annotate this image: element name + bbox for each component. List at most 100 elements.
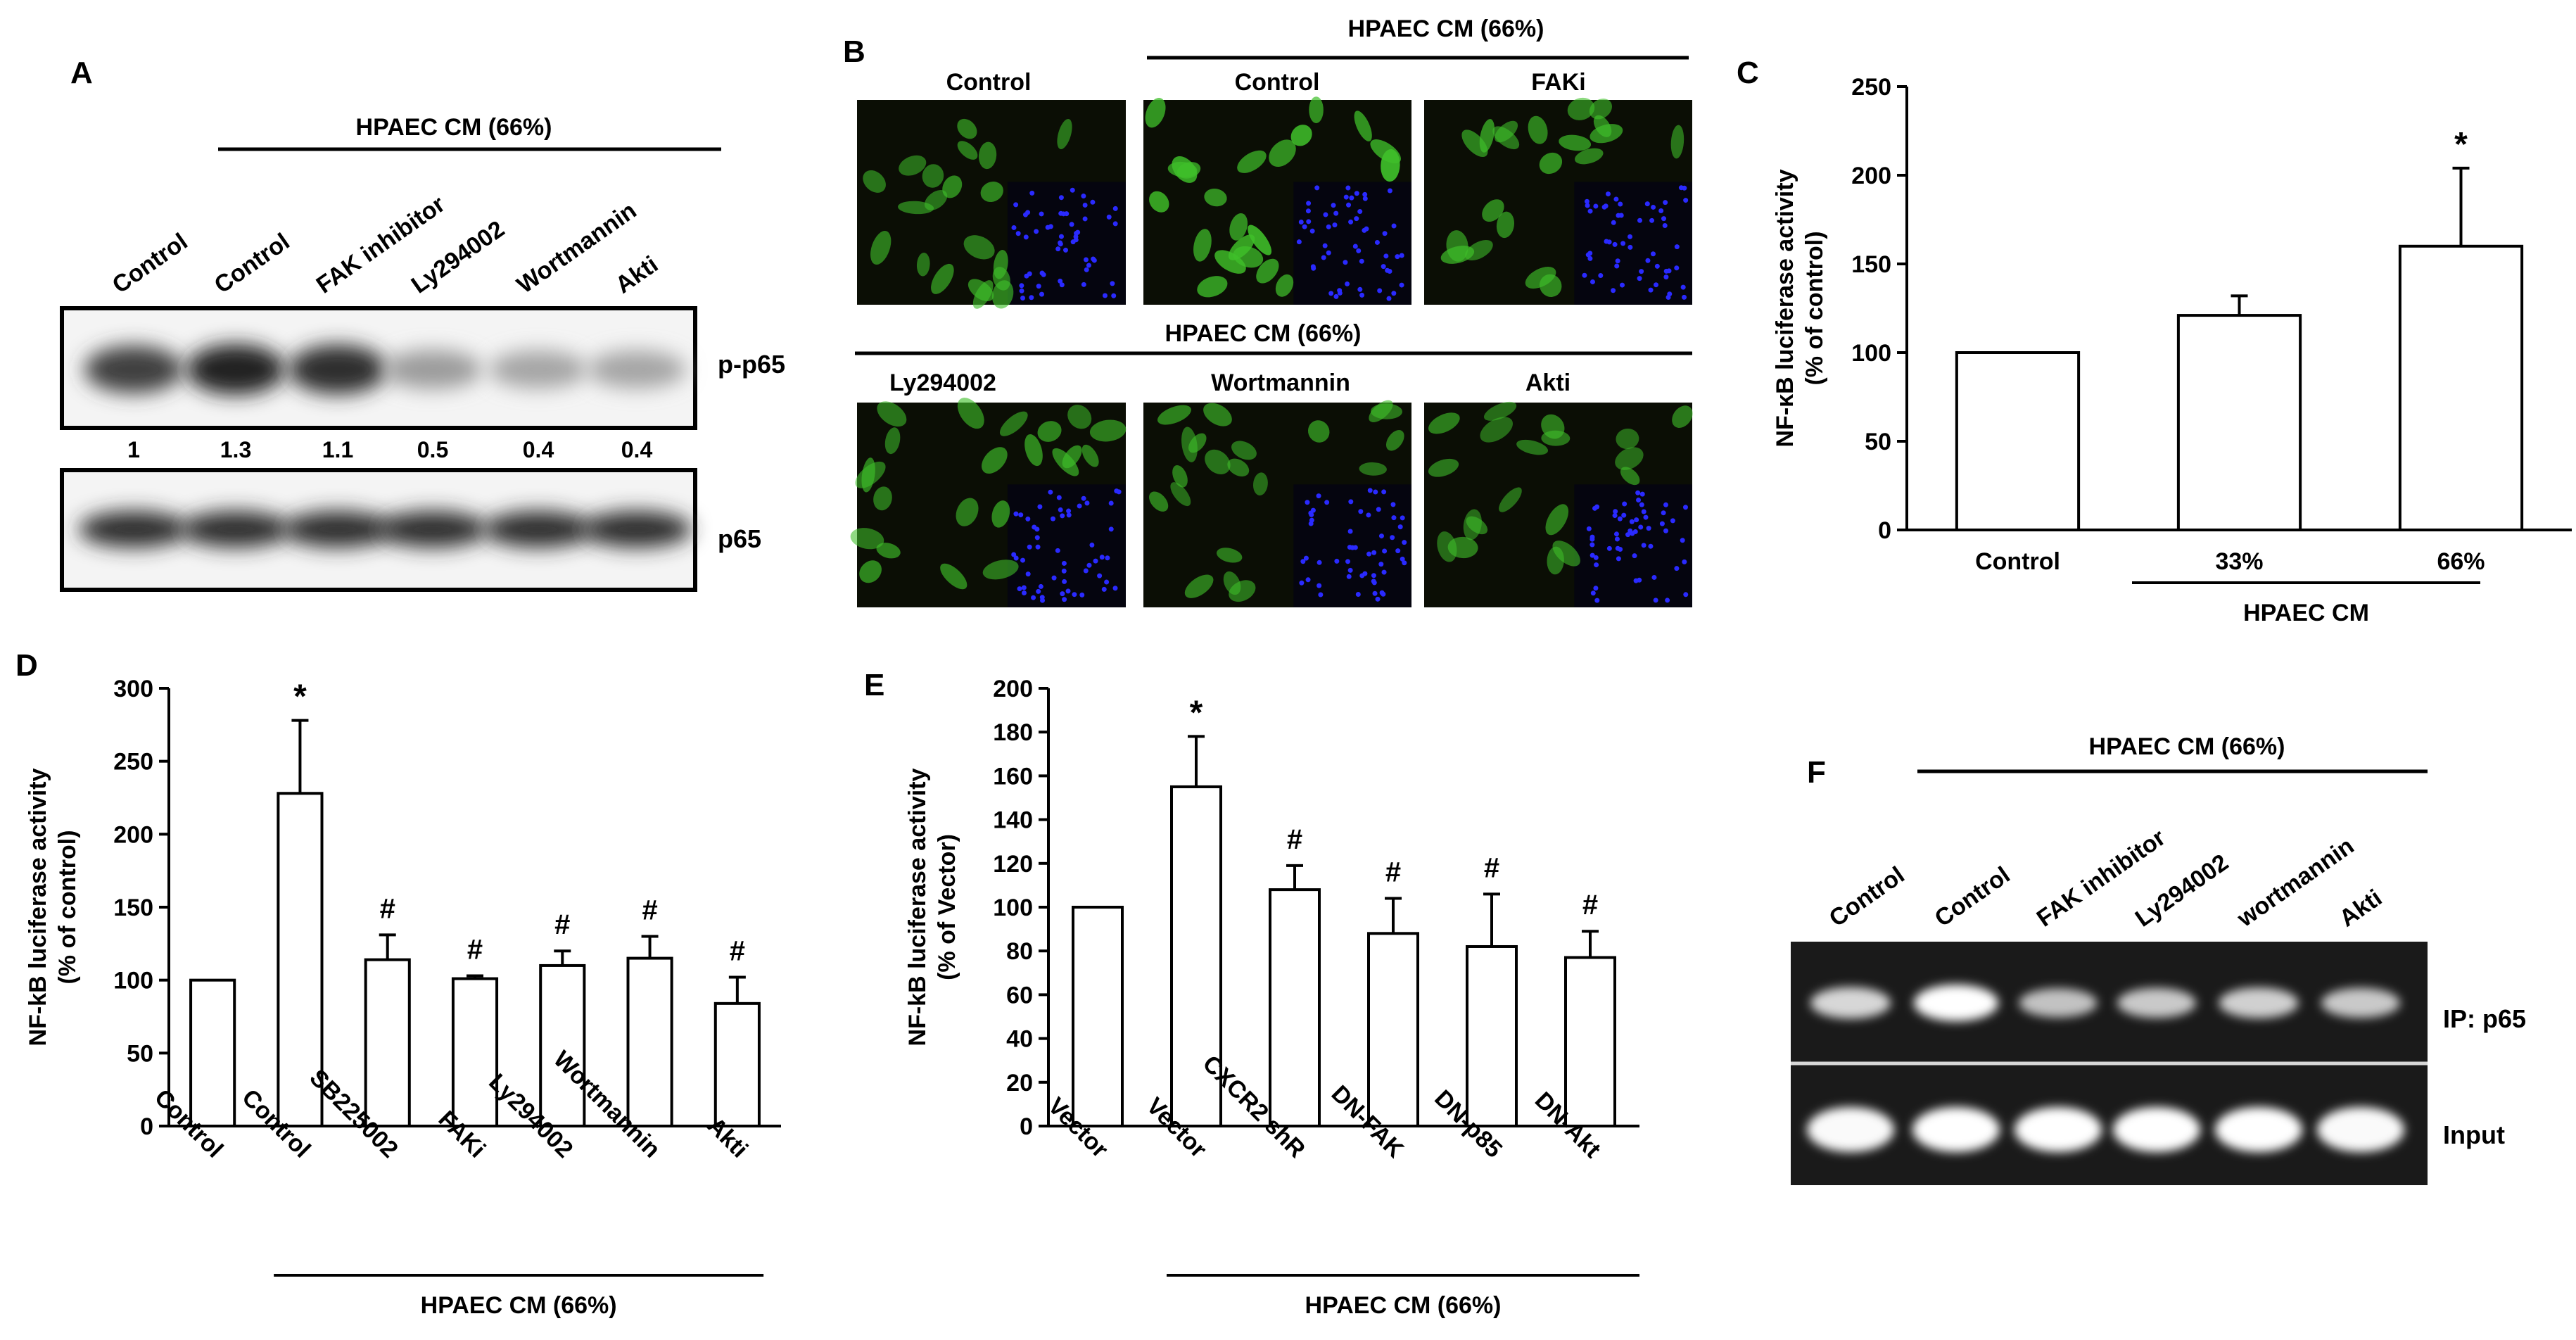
p-p65-quantification: 1 1.3 1.1 0.5 0.4 0.4 [127, 437, 652, 462]
nucleus-dot [1061, 211, 1067, 217]
nucleus-dot [1061, 568, 1067, 574]
significance-marker: # [380, 893, 395, 924]
nucleus-dot [1316, 560, 1322, 565]
nucleus-dot [1299, 580, 1305, 586]
nucleus-dot [1105, 555, 1110, 561]
y-axis-label-units: (% of Vector) [934, 834, 960, 980]
cell-shape [1216, 548, 1243, 563]
cell-shape [1447, 536, 1478, 559]
y-tick-label: 0 [140, 1113, 153, 1140]
nucleus-dot [1039, 291, 1044, 297]
quant-value: 1.1 [322, 437, 353, 462]
nucleus-dot [1333, 210, 1339, 216]
cell-shape [991, 280, 1014, 309]
nucleus-dot [1373, 489, 1378, 495]
cell-shape [899, 155, 927, 176]
nucleus-dot [1366, 512, 1371, 518]
nucleus-dot [1632, 529, 1638, 534]
cell-shape [1252, 472, 1268, 495]
nucleus-dot [1019, 283, 1024, 289]
nucleus-dot [1639, 502, 1644, 507]
nucleus-dot [1343, 260, 1348, 265]
nucleus-dot [1066, 508, 1072, 514]
cell-shape [982, 447, 1008, 474]
bar [277, 792, 324, 1128]
nucleus-dot [1402, 540, 1407, 545]
nucleus-dot [1347, 567, 1353, 573]
nucleus-dot [1661, 510, 1666, 516]
nucleus-dot [1584, 198, 1590, 204]
cell-shape [1309, 96, 1324, 124]
y-tick-label: 160 [993, 763, 1033, 790]
x-tick-label: Control [1975, 548, 2060, 575]
bar [1072, 906, 1124, 1127]
ip-p65-label: IP: p65 [2443, 1004, 2526, 1033]
nucleus-dot [1659, 521, 1665, 526]
p-p65-band [489, 350, 588, 388]
nucleus-dot [1083, 568, 1089, 574]
cell-shape [1539, 274, 1562, 297]
nucleus-dot [1364, 226, 1369, 232]
nucleus-dot [1349, 195, 1354, 201]
nucleus-dot [1055, 548, 1060, 553]
nucleus-dot [1636, 498, 1642, 503]
nucleus-dot [1013, 511, 1019, 517]
nucleus-dot [1346, 574, 1352, 579]
fluorescence-image [1143, 400, 1411, 607]
nucleus-dot [1620, 241, 1626, 246]
nucleus-dot [1603, 203, 1609, 209]
nucleus-dot [1612, 241, 1618, 247]
panel-b-letter: B [843, 34, 865, 69]
y-tick-label: 300 [113, 676, 153, 702]
cell-shape [1590, 124, 1623, 144]
nucleus-dot [1367, 488, 1373, 493]
nucleus-dot [1086, 263, 1091, 268]
nucleus-dot [1585, 203, 1590, 208]
nucleus-dot [1108, 500, 1114, 506]
nucleus-dot [1036, 284, 1041, 289]
input-band [1912, 1107, 2000, 1152]
nucleus-dot [1027, 544, 1032, 550]
nucleus-dot [1029, 295, 1034, 301]
nucleus-dot [1649, 217, 1655, 223]
nucleus-dot [1653, 598, 1658, 603]
y-tick-label: 150 [1851, 251, 1891, 278]
nucleus-dot [1402, 560, 1407, 566]
nucleus-dot [1337, 288, 1343, 293]
nucleus-dot [1099, 555, 1105, 560]
nucleus-dot [1618, 546, 1623, 552]
nucleus-dot [1011, 225, 1017, 230]
significance-marker: # [554, 909, 570, 940]
cell-shape [1552, 541, 1580, 567]
p65-band [483, 511, 593, 548]
nucleus-dot [1097, 573, 1103, 579]
nucleus-dot [1634, 517, 1639, 523]
nucleus-dot [1034, 535, 1040, 541]
nucleus-dot [1048, 489, 1053, 495]
nucleus-dot [1324, 500, 1330, 505]
nuclei-inset [1574, 182, 1692, 305]
nucleus-dot [1111, 293, 1117, 298]
cell-shape [1067, 405, 1092, 429]
bar [626, 956, 673, 1127]
cell-shape [1214, 250, 1246, 274]
nucleus-dot [1651, 204, 1656, 210]
panel-f-group-label: HPAEC CM (66%) [2089, 733, 2285, 760]
nucleus-dot [1616, 556, 1621, 562]
cell-shape [1483, 401, 1517, 421]
quant-value: 1 [127, 437, 140, 462]
nucleus-dot [1102, 293, 1108, 298]
nucleus-dot [1011, 552, 1017, 557]
y-tick-label: 120 [993, 851, 1033, 878]
cell-shape [877, 401, 907, 427]
input-band [2215, 1107, 2302, 1152]
nucleus-dot [1062, 579, 1067, 584]
cell-shape [956, 498, 979, 526]
y-axis-label: NF-kB luciferase activity [904, 768, 931, 1046]
nucleus-dot [1086, 562, 1092, 568]
nucleus-dot [1654, 282, 1659, 288]
p-p65-band [588, 350, 686, 388]
cell-shape [916, 252, 930, 277]
